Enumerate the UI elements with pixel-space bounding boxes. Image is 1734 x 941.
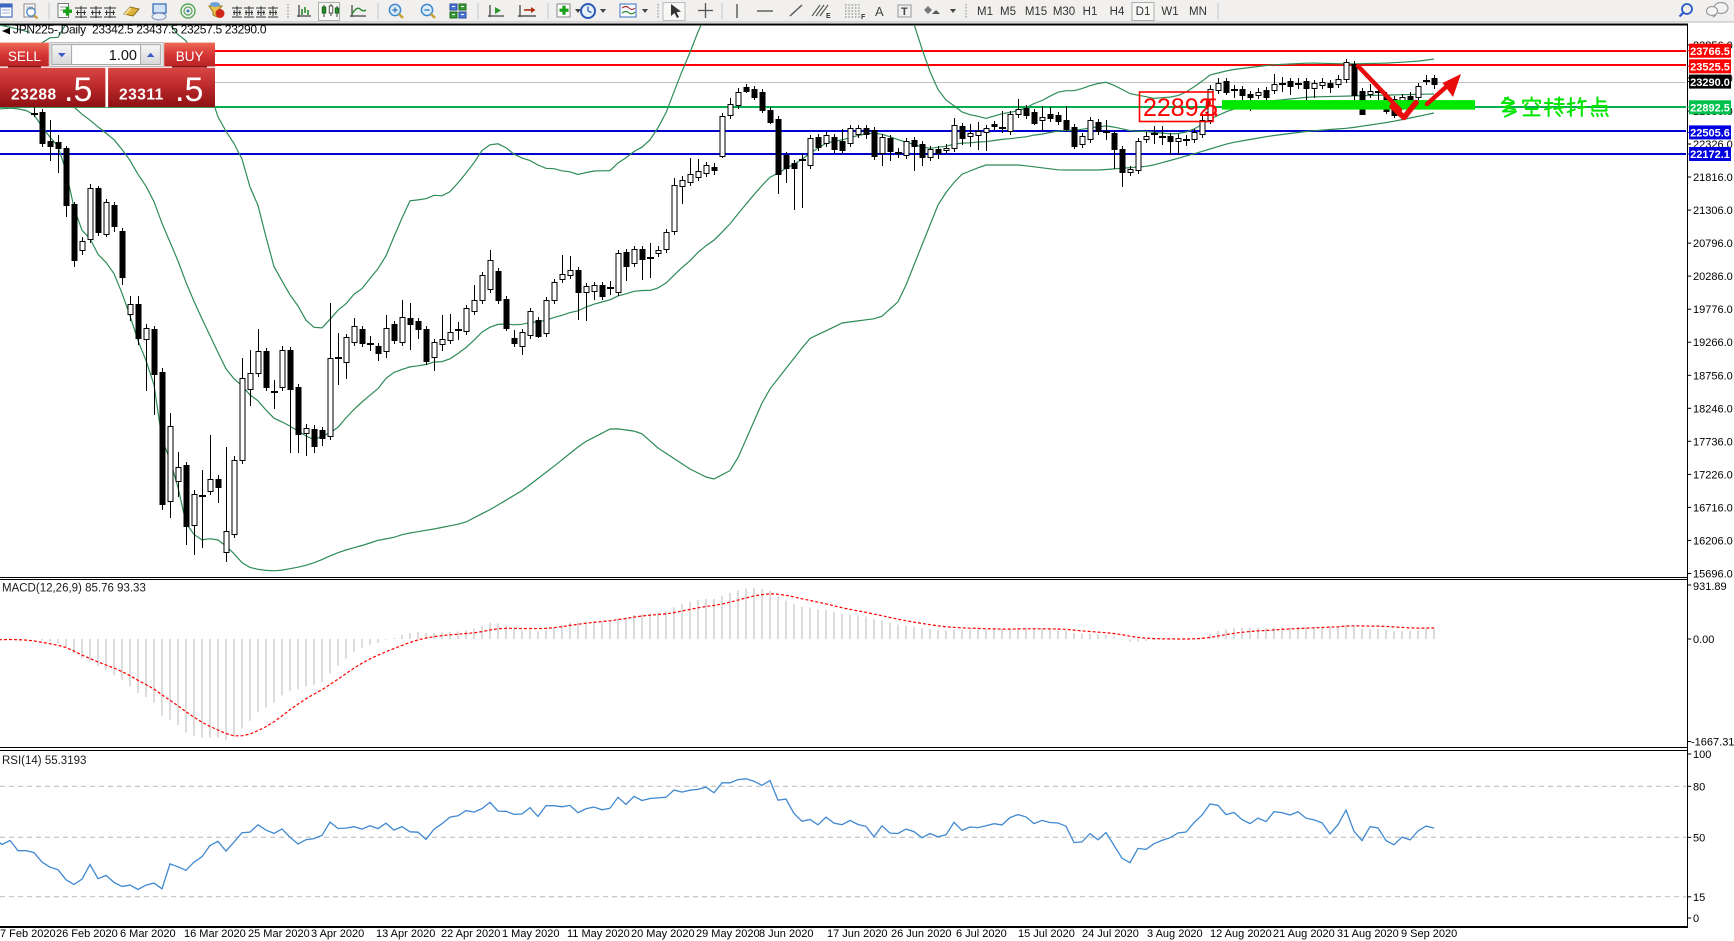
svg-text:M30: M30 [1053,6,1075,18]
svg-text:9 Sep 2020: 9 Sep 2020 [1401,928,1457,940]
svg-text:13 Apr 2020: 13 Apr 2020 [376,928,435,940]
svg-text:23766.5: 23766.5 [1690,46,1730,58]
svg-text:H1: H1 [1083,6,1098,18]
svg-text:JPN225-,Daily: JPN225-,Daily [13,23,86,37]
svg-text:21816.0: 21816.0 [1693,172,1733,184]
svg-text:H4: H4 [1110,6,1125,18]
svg-text:15696.0: 15696.0 [1693,569,1733,581]
svg-text:16 Mar 2020: 16 Mar 2020 [184,928,246,940]
svg-text:931.89: 931.89 [1693,581,1727,593]
svg-text:17736.0: 17736.0 [1693,436,1733,448]
svg-text:23342.5 23437.5 23257.5 23290.: 23342.5 23437.5 23257.5 23290.0 [92,23,267,37]
svg-text:7 Feb 2020: 7 Feb 2020 [0,928,56,940]
svg-text:11 May 2020: 11 May 2020 [567,928,630,940]
svg-text:23525.5: 23525.5 [1690,62,1730,74]
svg-text:E: E [826,13,831,20]
svg-text:0: 0 [1693,913,1699,925]
svg-text:6 Jul 2020: 6 Jul 2020 [956,928,1007,940]
svg-text:25 Mar 2020: 25 Mar 2020 [248,928,310,940]
svg-text:22892.5: 22892.5 [1690,103,1730,115]
svg-text:5: 5 [1204,94,1218,122]
svg-text:15 Jul 2020: 15 Jul 2020 [1018,928,1075,940]
svg-text:6 Mar 2020: 6 Mar 2020 [120,928,176,940]
svg-text:M15: M15 [1025,6,1047,18]
svg-text:31 Aug 2020: 31 Aug 2020 [1337,928,1399,940]
svg-text:20796.0: 20796.0 [1693,238,1733,250]
svg-text:MN: MN [1189,6,1207,18]
svg-text:20 May 2020: 20 May 2020 [631,928,695,940]
svg-text:RSI(14) 55.3193: RSI(14) 55.3193 [2,755,86,767]
svg-text:3 Aug 2020: 3 Aug 2020 [1147,928,1203,940]
svg-text:22172.1: 22172.1 [1690,149,1730,161]
svg-text:100: 100 [1693,749,1711,761]
svg-text:17 Jun 2020: 17 Jun 2020 [827,928,888,940]
svg-text:21 Aug 2020: 21 Aug 2020 [1273,928,1335,940]
svg-text:16206.0: 16206.0 [1693,535,1733,547]
svg-text:22505.6: 22505.6 [1690,128,1730,140]
svg-text:MACD(12,26,9) 85.76 93.33: MACD(12,26,9) 85.76 93.33 [2,583,146,595]
svg-text:19776.0: 19776.0 [1693,304,1733,316]
svg-text:D1: D1 [1136,6,1151,18]
svg-text:W1: W1 [1161,6,1178,18]
svg-text:T: T [901,6,908,18]
svg-text:29 May 2020: 29 May 2020 [696,928,760,940]
svg-text:3 Apr 2020: 3 Apr 2020 [311,928,364,940]
svg-text:50: 50 [1693,832,1705,844]
svg-text:8 Jun 2020: 8 Jun 2020 [759,928,813,940]
svg-text:22 Apr 2020: 22 Apr 2020 [441,928,500,940]
svg-text:26 Jun 2020: 26 Jun 2020 [891,928,952,940]
svg-text:12 Aug 2020: 12 Aug 2020 [1210,928,1272,940]
svg-text:18246.0: 18246.0 [1693,403,1733,415]
svg-text:BUY: BUY [176,49,204,64]
svg-text:23290.0: 23290.0 [1690,77,1730,89]
svg-text:19266.0: 19266.0 [1693,337,1733,349]
svg-text:0.00: 0.00 [1693,634,1714,646]
svg-text:M1: M1 [977,6,993,18]
svg-text:.5: .5 [175,71,203,109]
svg-text:23288: 23288 [11,87,57,104]
svg-text:M5: M5 [1000,6,1016,18]
svg-text:F: F [861,14,866,21]
svg-text:1.00: 1.00 [109,48,137,64]
svg-text:17226.0: 17226.0 [1693,469,1733,481]
svg-text:18756.0: 18756.0 [1693,370,1733,382]
svg-text:20286.0: 20286.0 [1693,271,1733,283]
svg-text:A: A [875,4,884,19]
svg-text:24 Jul 2020: 24 Jul 2020 [1082,928,1139,940]
svg-text:21306.0: 21306.0 [1693,205,1733,217]
svg-text:23311: 23311 [119,87,164,104]
svg-text:26 Feb 2020: 26 Feb 2020 [56,928,118,940]
svg-text:15: 15 [1693,892,1705,904]
svg-text:16716.0: 16716.0 [1693,502,1733,514]
svg-text:80: 80 [1693,781,1705,793]
svg-text:SELL: SELL [8,49,42,64]
svg-text:1 May 2020: 1 May 2020 [502,928,559,940]
svg-text:22892.: 22892. [1143,94,1219,122]
svg-text:-1667.31: -1667.31 [1691,737,1734,749]
svg-text:.5: .5 [64,71,92,109]
